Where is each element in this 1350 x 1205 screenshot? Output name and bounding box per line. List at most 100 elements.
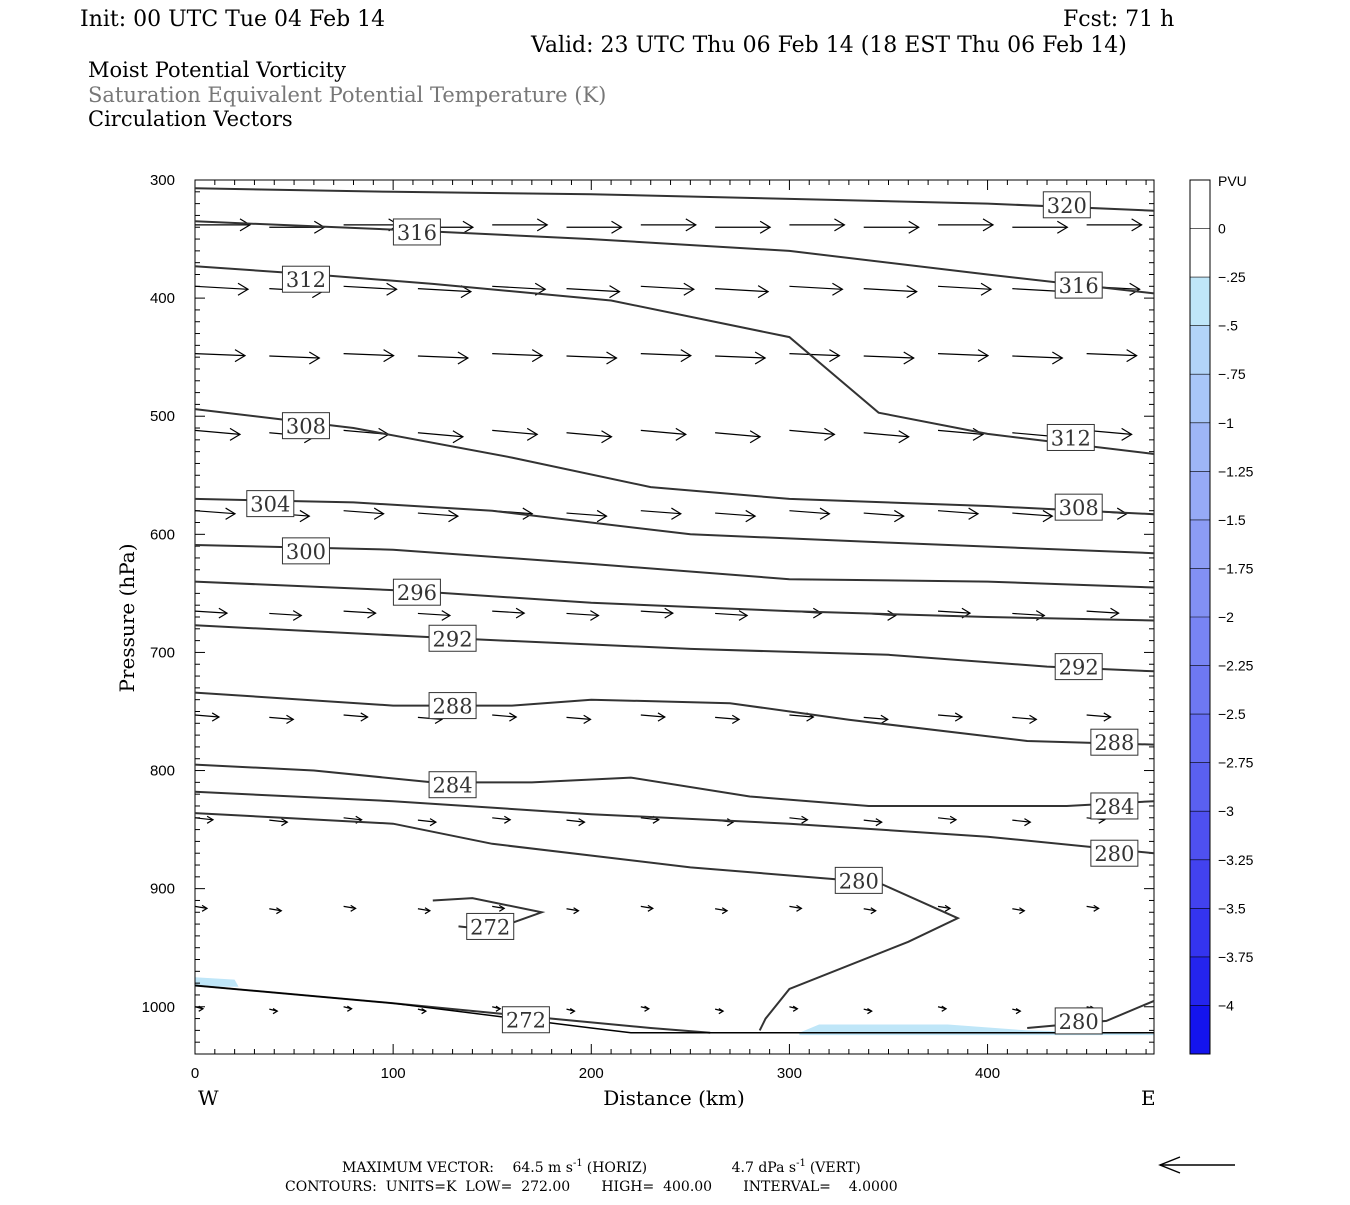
colorbar-label: 0 xyxy=(1218,221,1226,237)
y-tick-label: 400 xyxy=(150,290,175,307)
ground-line xyxy=(194,984,1154,1034)
circulation-vector xyxy=(1012,716,1037,720)
colorbar-segment xyxy=(1190,228,1210,278)
circulation-vector-head xyxy=(745,509,757,523)
circulation-vector-head xyxy=(347,1005,353,1012)
circulation-vector-head xyxy=(350,904,357,912)
circulation-vector xyxy=(566,819,585,823)
contour-label-box xyxy=(834,866,883,894)
circulation-vector xyxy=(417,819,436,823)
circulation-vector xyxy=(1012,612,1045,617)
circulation-vector-head xyxy=(685,218,697,232)
circulation-vector-head xyxy=(1126,349,1138,363)
contour-label: 312 xyxy=(286,268,326,292)
circulation-vector-head xyxy=(237,282,250,296)
contour-label: 280 xyxy=(839,869,879,893)
circulation-vector-head xyxy=(875,818,883,827)
circulation-vector-head xyxy=(898,430,910,444)
circulation-vector xyxy=(640,429,686,435)
circulation-vector xyxy=(715,612,748,617)
circulation-vector xyxy=(492,817,511,821)
circulation-vector xyxy=(566,908,579,912)
circulation-vector-head xyxy=(867,1008,873,1015)
circulation-vector-head xyxy=(211,712,221,722)
circulation-vector-head xyxy=(908,220,920,234)
contour-label-box xyxy=(1054,1007,1103,1035)
circulation-vector-head xyxy=(759,220,772,234)
circulation-vector xyxy=(789,285,843,290)
colorbar-segment xyxy=(1190,859,1210,909)
circulation-vector-head xyxy=(819,507,831,520)
colorbar-label: −.75 xyxy=(1218,366,1246,382)
contour-label-box xyxy=(1054,271,1103,299)
circulation-vector xyxy=(566,612,599,617)
colorbar-segment xyxy=(1190,180,1210,230)
circulation-vector xyxy=(863,355,914,359)
contour-label: 308 xyxy=(286,415,326,439)
x-tick-label: 400 xyxy=(975,1065,1000,1082)
contour-label-box xyxy=(1054,653,1103,681)
circulation-vector-head xyxy=(272,1008,279,1015)
colorbar-label: −3.75 xyxy=(1218,949,1254,965)
contour-line xyxy=(194,790,1155,855)
circulation-vector xyxy=(937,285,992,290)
contour-line xyxy=(194,544,1155,589)
contour-line xyxy=(194,497,1155,555)
circulation-vector xyxy=(640,714,665,718)
circulation-vector xyxy=(863,432,909,438)
circulation-vector xyxy=(269,355,320,359)
circulation-vector xyxy=(492,353,543,357)
contour-label: 288 xyxy=(433,695,473,719)
colorbar-segment xyxy=(1190,422,1210,472)
contour-label: 292 xyxy=(433,627,473,651)
colorbar-label: −2 xyxy=(1218,609,1234,625)
reference-vector-arrow xyxy=(1158,1156,1235,1174)
circulation-vector-head xyxy=(1110,607,1120,619)
contour-label: 288 xyxy=(1094,731,1134,755)
circulation-vector xyxy=(863,288,917,293)
circulation-vector-head xyxy=(386,282,398,296)
circulation-vector-head xyxy=(870,907,877,915)
contour-label-box xyxy=(392,218,441,246)
circulation-vector xyxy=(343,610,376,614)
circulation-vector xyxy=(640,610,673,614)
circulation-vector xyxy=(789,429,835,435)
circulation-vector xyxy=(417,288,471,293)
contour-label: 316 xyxy=(397,221,437,245)
colorbar-segment xyxy=(1190,665,1210,715)
circulation-vector xyxy=(417,355,468,359)
colorbar-label: −2.5 xyxy=(1218,706,1246,722)
contour-label: 296 xyxy=(397,581,437,605)
circulation-vector-head xyxy=(462,220,475,234)
contour-label: 292 xyxy=(1059,656,1099,680)
contour-label-box xyxy=(1090,728,1139,756)
circulation-vector-head xyxy=(578,818,586,827)
circulation-vector-head xyxy=(664,607,674,619)
circulation-vector xyxy=(343,905,356,909)
circulation-vector-head xyxy=(977,349,990,363)
contour-label: 272 xyxy=(470,915,510,939)
y-axis-label: Pressure (hPa) xyxy=(115,544,139,693)
circulation-vector xyxy=(863,908,876,912)
circulation-vector-head xyxy=(749,430,762,444)
circulation-vector xyxy=(715,432,761,438)
colorbar-segment xyxy=(1190,519,1210,569)
circulation-vector-head xyxy=(644,1005,650,1012)
circulation-vector xyxy=(640,510,681,515)
contour-label-box xyxy=(281,412,330,440)
contour-label: 280 xyxy=(1059,1010,1099,1034)
x-tick-label: 100 xyxy=(381,1065,406,1082)
circulation-vector-head xyxy=(1129,282,1141,296)
circulation-vector-head xyxy=(367,607,377,619)
circulation-vector-head xyxy=(225,507,237,520)
circulation-vector xyxy=(640,285,694,290)
x-tick-label: 200 xyxy=(579,1065,604,1082)
y-tick-label: 500 xyxy=(150,408,175,425)
circulation-vector xyxy=(492,610,525,614)
circulation-vector xyxy=(1012,819,1031,823)
contour-label-box xyxy=(1054,493,1103,521)
colorbar-label: −3.5 xyxy=(1218,900,1246,916)
west-label: W xyxy=(198,1086,219,1110)
circulation-vector xyxy=(194,817,214,821)
circulation-vector xyxy=(937,714,963,718)
